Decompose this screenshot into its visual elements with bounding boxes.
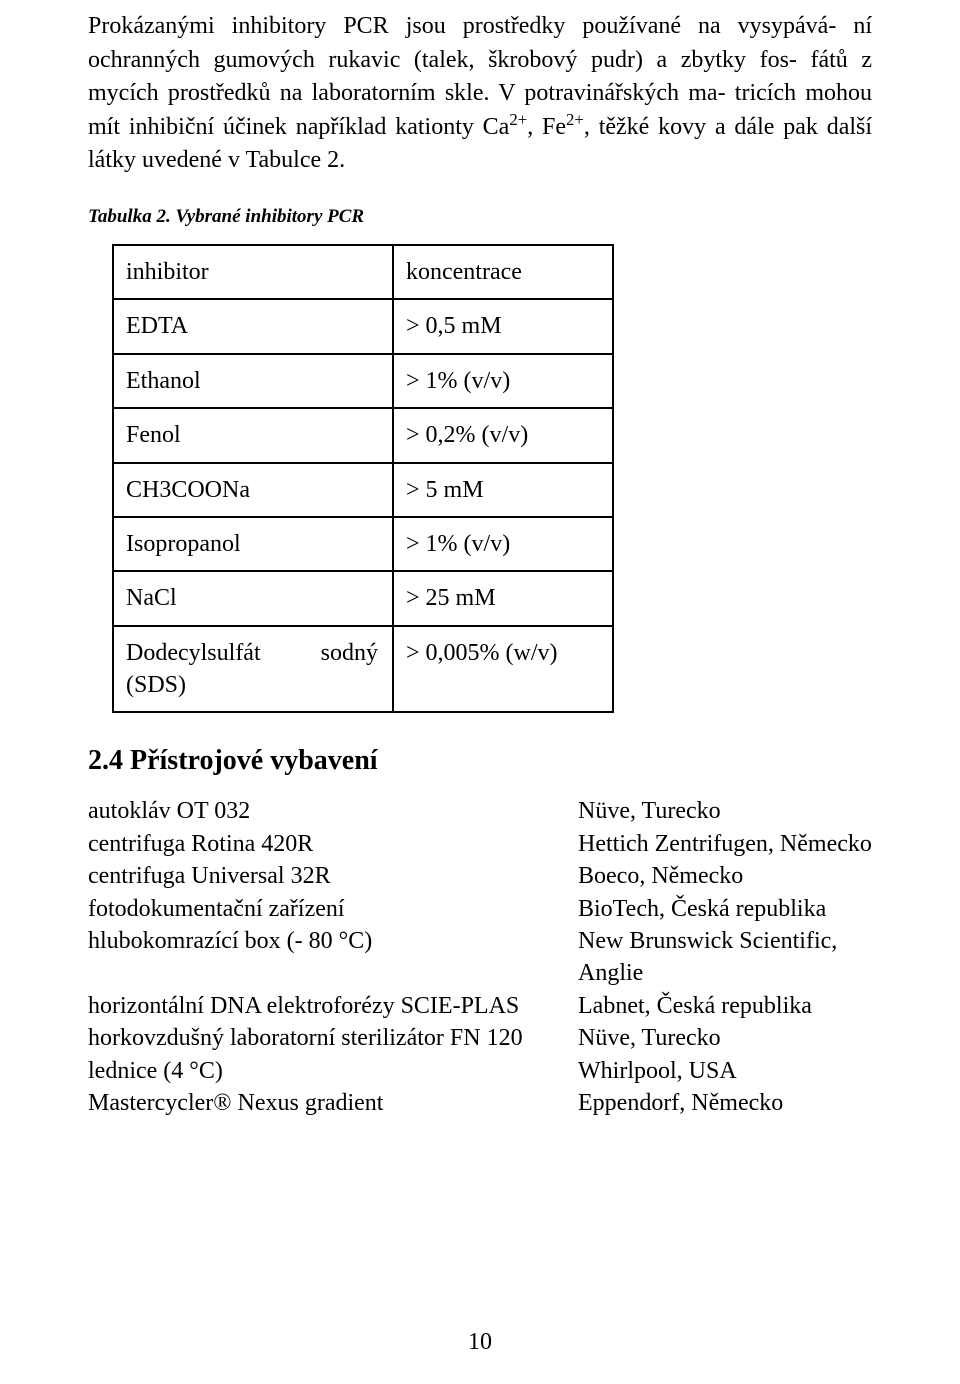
table-caption: Tabulka 2. Vybrané inhibitory PCR bbox=[88, 206, 872, 228]
superscript-2: 2+ bbox=[566, 110, 584, 129]
table-cell: Isopropanol bbox=[113, 517, 393, 571]
equipment-list: autokláv OT 032 Nüve, Turecko centrifuga… bbox=[88, 795, 872, 1119]
table-row: NaCl > 25 mM bbox=[113, 571, 613, 625]
equipment-name: autokláv OT 032 bbox=[88, 795, 578, 827]
table-row: Ethanol > 1% (v/v) bbox=[113, 354, 613, 408]
equipment-name: centrifuga Rotina 420R bbox=[88, 828, 578, 860]
equipment-name: horkovzdušný laboratorní sterilizátor FN… bbox=[88, 1022, 578, 1054]
list-item: horkovzdušný laboratorní sterilizátor FN… bbox=[88, 1022, 872, 1054]
table-cell: EDTA bbox=[113, 299, 393, 353]
table-cell: > 1% (v/v) bbox=[393, 354, 613, 408]
list-item: Mastercycler® Nexus gradient Eppendorf, … bbox=[88, 1087, 872, 1119]
equipment-source: Whirlpool, USA bbox=[578, 1055, 872, 1087]
equipment-name: horizontální DNA elektroforézy SCIE-PLAS bbox=[88, 990, 578, 1022]
list-item: centrifuga Rotina 420R Hettich Zentrifug… bbox=[88, 828, 872, 860]
list-item: hlubokomrazící box (- 80 °C) New Brunswi… bbox=[88, 925, 872, 990]
equipment-name: Mastercycler® Nexus gradient bbox=[88, 1087, 578, 1119]
equipment-source: BioTech, Česká republika bbox=[578, 893, 872, 925]
list-item: lednice (4 °C) Whirlpool, USA bbox=[88, 1055, 872, 1087]
equipment-source: Nüve, Turecko bbox=[578, 795, 872, 827]
table-header-cell: koncentrace bbox=[393, 245, 613, 299]
table-cell: NaCl bbox=[113, 571, 393, 625]
table-cell: > 1% (v/v) bbox=[393, 517, 613, 571]
list-item: horizontální DNA elektroforézy SCIE-PLAS… bbox=[88, 990, 872, 1022]
page-number: 10 bbox=[0, 1329, 960, 1356]
table-row: inhibitor koncentrace bbox=[113, 245, 613, 299]
superscript-1: 2+ bbox=[509, 110, 527, 129]
table-row: EDTA > 0,5 mM bbox=[113, 299, 613, 353]
equipment-name: lednice (4 °C) bbox=[88, 1055, 578, 1087]
list-item: autokláv OT 032 Nüve, Turecko bbox=[88, 795, 872, 827]
table-cell: > 25 mM bbox=[393, 571, 613, 625]
table-cell: Ethanol bbox=[113, 354, 393, 408]
table-header-cell: inhibitor bbox=[113, 245, 393, 299]
table-cell: Dodecylsulfát sodný (SDS) bbox=[113, 626, 393, 713]
section-heading: 2.4 Přístrojové vybavení bbox=[88, 745, 872, 777]
equipment-name: hlubokomrazící box (- 80 °C) bbox=[88, 925, 578, 990]
equipment-name: centrifuga Universal 32R bbox=[88, 860, 578, 892]
table-row: Dodecylsulfát sodný (SDS) > 0,005% (w/v) bbox=[113, 626, 613, 713]
table-cell: > 5 mM bbox=[393, 463, 613, 517]
equipment-source: Labnet, Česká republika bbox=[578, 990, 872, 1022]
equipment-source: Nüve, Turecko bbox=[578, 1022, 872, 1054]
equipment-name: fotodokumentační zařízení bbox=[88, 893, 578, 925]
table-cell: > 0,005% (w/v) bbox=[393, 626, 613, 713]
equipment-source: New Brunswick Scientific, Anglie bbox=[578, 925, 872, 990]
equipment-source: Hettich Zentrifugen, Německo bbox=[578, 828, 872, 860]
table-row: CH3COONa > 5 mM bbox=[113, 463, 613, 517]
table-row: Isopropanol > 1% (v/v) bbox=[113, 517, 613, 571]
equipment-source: Boeco, Německo bbox=[578, 860, 872, 892]
inhibitors-table: inhibitor koncentrace EDTA > 0,5 mM Etha… bbox=[112, 244, 614, 714]
list-item: fotodokumentační zařízení BioTech, Česká… bbox=[88, 893, 872, 925]
table-cell: Fenol bbox=[113, 408, 393, 462]
list-item: centrifuga Universal 32R Boeco, Německo bbox=[88, 860, 872, 892]
table-cell: > 0,2% (v/v) bbox=[393, 408, 613, 462]
body-paragraph: Prokázanými inhibitory PCR jsou prostřed… bbox=[88, 10, 872, 178]
table-cell: > 0,5 mM bbox=[393, 299, 613, 353]
table-row: Fenol > 0,2% (v/v) bbox=[113, 408, 613, 462]
table-cell: CH3COONa bbox=[113, 463, 393, 517]
para-text-mid: , Fe bbox=[527, 114, 566, 140]
equipment-source: Eppendorf, Německo bbox=[578, 1087, 872, 1119]
